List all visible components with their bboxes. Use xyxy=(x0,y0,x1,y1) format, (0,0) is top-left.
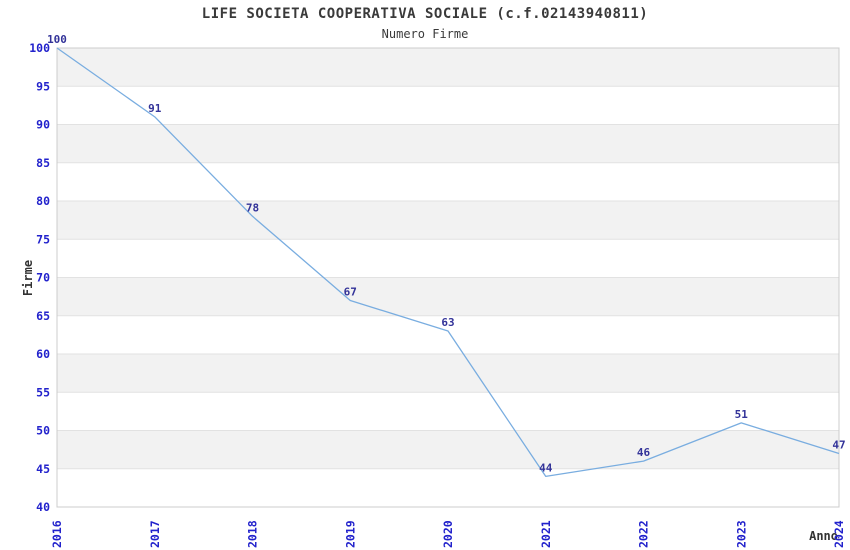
x-tick-label: 2018 xyxy=(246,520,260,548)
grid-band xyxy=(57,124,839,163)
x-tick-label: 2016 xyxy=(50,520,64,548)
data-label: 91 xyxy=(148,102,162,115)
y-tick-label: 40 xyxy=(36,500,50,514)
data-label: 51 xyxy=(735,408,749,421)
x-axis-title: Anno xyxy=(809,529,838,543)
x-tick-label: 2023 xyxy=(734,520,748,548)
data-label: 100 xyxy=(47,33,67,46)
y-tick-label: 50 xyxy=(36,424,50,438)
grid-band xyxy=(57,354,839,393)
grid-band xyxy=(57,201,839,240)
data-label: 63 xyxy=(441,316,454,329)
data-label: 44 xyxy=(539,461,553,474)
y-tick-label: 45 xyxy=(36,462,50,476)
y-tick-label: 80 xyxy=(36,194,50,208)
x-tick-label: 2019 xyxy=(343,520,357,548)
y-tick-label: 65 xyxy=(36,309,50,323)
y-tick-label: 75 xyxy=(36,232,50,246)
x-tick-label: 2022 xyxy=(637,520,651,548)
y-tick-label: 60 xyxy=(36,347,50,361)
x-tick-label: 2017 xyxy=(148,520,162,548)
data-label: 67 xyxy=(344,285,357,298)
y-tick-label: 85 xyxy=(36,156,50,170)
data-label: 46 xyxy=(637,446,651,459)
x-tick-label: 2020 xyxy=(441,520,455,548)
grid-band xyxy=(57,48,839,87)
y-tick-label: 70 xyxy=(36,271,50,285)
x-tick-label: 2021 xyxy=(539,520,553,548)
data-line xyxy=(56,47,840,478)
grid-band xyxy=(57,277,839,316)
y-tick-label: 100 xyxy=(29,41,50,55)
chart-title: LIFE SOCIETA COOPERATIVA SOCIALE (c.f.02… xyxy=(201,6,649,22)
grid-band xyxy=(57,430,839,469)
x-tick-label: 2024 xyxy=(832,520,846,548)
chart-subtitle: Numero Firme xyxy=(381,27,469,41)
y-tick-label: 55 xyxy=(36,385,50,399)
plot-border xyxy=(56,47,840,508)
y-tick-label: 95 xyxy=(36,79,50,93)
data-label: 78 xyxy=(246,201,259,214)
y-tick-label: 90 xyxy=(36,118,50,132)
data-label: 47 xyxy=(832,438,845,451)
